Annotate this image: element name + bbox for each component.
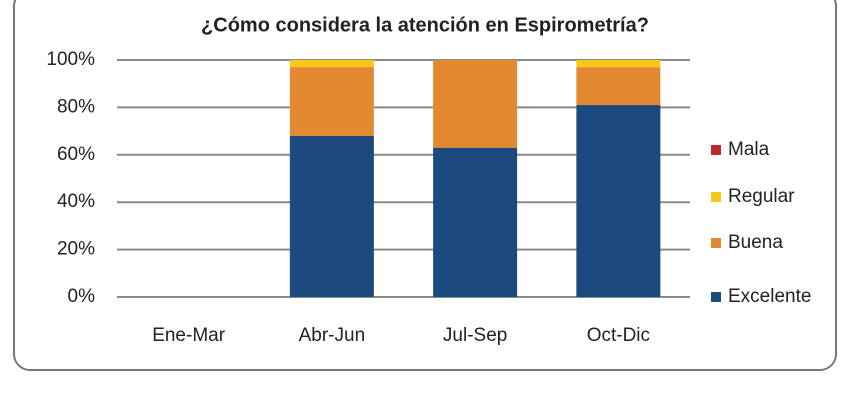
legend-swatch [711, 292, 721, 302]
x-tick-label: Jul-Sep [443, 325, 507, 346]
legend-label: Excelente [728, 286, 811, 307]
y-tick-label: 20% [57, 239, 95, 260]
x-tick-label: Abr-Jun [299, 325, 366, 346]
bar-segment [433, 60, 518, 148]
chart-title: ¿Cómo considera la atención en Espiromet… [201, 14, 649, 36]
bar-segment [576, 60, 661, 68]
y-tick-label: 80% [57, 96, 95, 117]
y-tick-label: 100% [46, 49, 95, 70]
legend-swatch [711, 145, 721, 155]
bar-segment [576, 105, 661, 297]
y-tick-label: 60% [57, 144, 95, 165]
bar-segment [289, 135, 374, 297]
legend-label: Buena [728, 232, 783, 253]
chart-frame [13, 0, 837, 371]
y-tick-label: 40% [57, 191, 95, 212]
bar-segment [433, 147, 518, 297]
bar-segment [289, 60, 374, 68]
legend-swatch [711, 238, 721, 248]
y-tick-label: 0% [68, 286, 96, 307]
legend-label: Regular [728, 186, 795, 207]
legend-swatch [711, 192, 721, 202]
x-tick-label: Ene-Mar [152, 325, 226, 346]
x-tick-label: Oct-Dic [587, 325, 650, 346]
bar-segment [576, 67, 661, 106]
bar-segment [289, 67, 374, 136]
legend-label: Mala [728, 139, 770, 160]
